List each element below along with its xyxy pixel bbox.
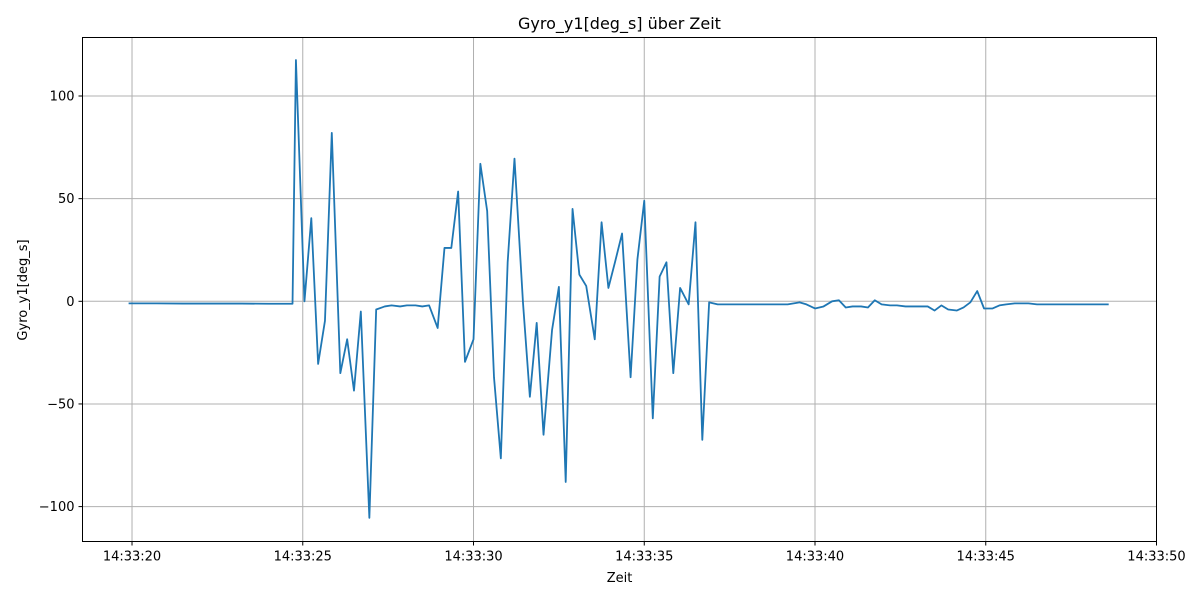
grid (82, 37, 1157, 542)
x-axis-label: Zeit (607, 571, 633, 586)
x-tick-label: 14:33:45 (957, 550, 1015, 565)
y-tick-label: 100 (50, 90, 75, 105)
x-tick-label: 14:33:50 (1127, 550, 1185, 565)
y-axis-label: Gyro_y1[deg_s] (16, 239, 31, 340)
x-tick-label: 14:33:20 (103, 550, 161, 565)
plot-frame (82, 37, 1157, 542)
x-tick-label: 14:33:25 (274, 550, 332, 565)
y-tick-label: 50 (58, 192, 75, 207)
y-tick-label: −100 (39, 500, 75, 515)
x-tick-label: 14:33:30 (444, 550, 502, 565)
series-line (128, 59, 1109, 519)
x-tick-label: 14:33:40 (786, 550, 844, 565)
ticks: 14:33:20 14:33:25 14:33:30 14:33:35 14:33:40… (39, 90, 1186, 565)
series-layer (128, 59, 1109, 519)
x-tick-label: 14:33:35 (615, 550, 673, 565)
y-tick-label: 0 (66, 295, 74, 310)
chart-title: Gyro_y1[deg_s] über Zeit (518, 14, 721, 34)
y-tick-label: −50 (47, 397, 74, 412)
